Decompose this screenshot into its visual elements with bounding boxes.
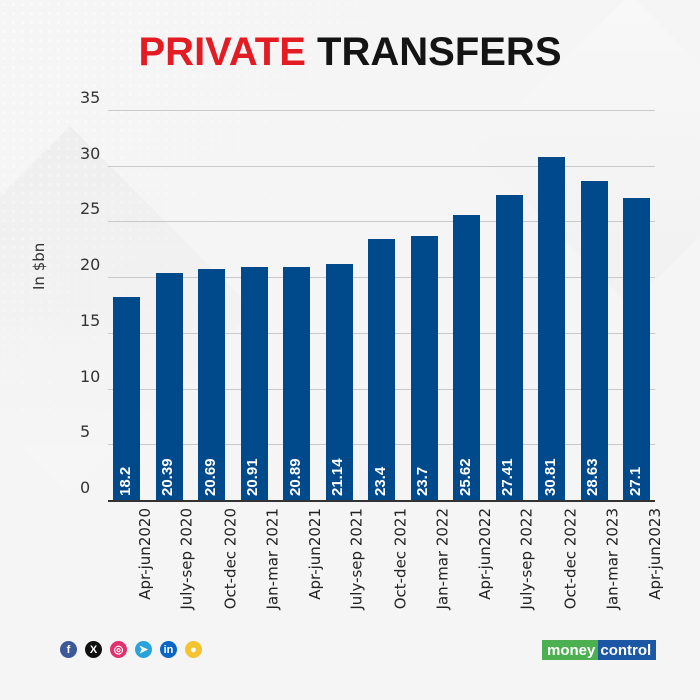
bar: 20.91 bbox=[240, 267, 268, 500]
bar-value-label: 21.14 bbox=[329, 458, 346, 496]
bar-value-label: 20.91 bbox=[244, 458, 261, 496]
bar: 28.63 bbox=[580, 180, 608, 500]
x-tick-label: Jan-mar 2023 bbox=[603, 508, 622, 610]
chart-title: PRIVATE TRANSFERS bbox=[0, 28, 700, 76]
x-tick-label: Jan-mar 2022 bbox=[433, 508, 452, 610]
y-tick-label: 25 bbox=[80, 199, 101, 219]
social-icons: f X ◎ ➤ in ● bbox=[60, 641, 202, 658]
x-tick-label: Apr-jun2020 bbox=[135, 508, 154, 600]
bar: 20.39 bbox=[155, 272, 183, 500]
instagram-icon[interactable]: ◎ bbox=[110, 641, 127, 658]
bar: 21.14 bbox=[325, 264, 353, 500]
logo-part-money: money bbox=[542, 640, 599, 660]
x-tick-label: July-sep 2022 bbox=[517, 508, 536, 610]
bar-value-label: 18.2 bbox=[116, 466, 134, 496]
bar: 20.69 bbox=[198, 269, 225, 500]
y-axis-label: In $bn bbox=[30, 242, 48, 290]
facebook-icon[interactable]: f bbox=[60, 641, 77, 658]
x-tick-label: Oct-dec 2022 bbox=[560, 508, 579, 610]
bar-value-label: 23.7 bbox=[414, 466, 431, 496]
y-tick-label: 35 bbox=[80, 88, 101, 107]
x-tick-label: Apr-jun2022 bbox=[475, 508, 494, 600]
koo-icon[interactable]: ● bbox=[185, 641, 202, 658]
y-tick-label: 15 bbox=[80, 310, 101, 330]
x-twitter-icon[interactable]: X bbox=[85, 641, 102, 658]
bar: 30.81 bbox=[538, 156, 565, 500]
title-part-red: PRIVATE bbox=[138, 30, 306, 74]
bar: 25.62 bbox=[453, 214, 480, 500]
bar-value-label: 25.62 bbox=[456, 458, 474, 496]
x-tick-label: Apr-jun2021 bbox=[305, 508, 324, 600]
x-tick-label: July-sep 2020 bbox=[177, 508, 196, 610]
gridline bbox=[108, 110, 655, 111]
y-tick-label: 30 bbox=[80, 143, 101, 163]
bar: 23.4 bbox=[368, 239, 395, 500]
y-tick-label: 10 bbox=[80, 366, 101, 386]
bar-value-label: 27.1 bbox=[626, 466, 644, 496]
telegram-icon[interactable]: ➤ bbox=[135, 641, 152, 658]
linkedin-icon[interactable]: in bbox=[160, 641, 177, 658]
logo-part-control: control bbox=[598, 640, 657, 660]
bar: 18.2 bbox=[113, 297, 140, 500]
background-dot-pattern bbox=[0, 0, 380, 420]
bar: 20.89 bbox=[283, 267, 310, 500]
y-tick-label: 5 bbox=[80, 422, 91, 442]
x-tick-label: July-sep 2021 bbox=[347, 508, 366, 610]
x-tick-label: Apr-jun2023 bbox=[645, 508, 664, 600]
x-tick-label: Oct-dec 2020 bbox=[220, 508, 239, 610]
gridline bbox=[108, 165, 655, 167]
bar-value-label: 28.63 bbox=[584, 458, 601, 496]
bar-value-label: 30.81 bbox=[541, 458, 559, 496]
bar: 27.1 bbox=[623, 198, 650, 500]
bar: 27.41 bbox=[495, 194, 523, 500]
bar-value-label: 20.89 bbox=[286, 458, 304, 496]
bar: 23.7 bbox=[410, 235, 438, 500]
y-tick-label: 0 bbox=[80, 478, 91, 497]
x-tick-label: Oct-dec 2021 bbox=[390, 508, 409, 610]
y-tick-label: 20 bbox=[80, 255, 101, 275]
moneycontrol-logo: money control bbox=[542, 640, 657, 660]
title-part-black: TRANSFERS bbox=[317, 30, 562, 74]
bar-value-label: 20.69 bbox=[201, 458, 219, 496]
bar-value-label: 27.41 bbox=[499, 458, 516, 496]
x-axis-line bbox=[108, 500, 655, 502]
x-tick-label: Jan-mar 2021 bbox=[263, 508, 282, 610]
bar-value-label: 20.39 bbox=[159, 458, 176, 496]
bar-value-label: 23.4 bbox=[371, 466, 389, 496]
gridline bbox=[108, 221, 655, 223]
